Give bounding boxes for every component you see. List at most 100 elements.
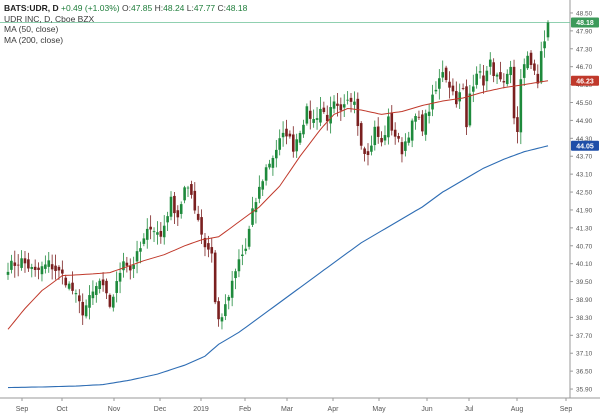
- candle-body: [217, 301, 220, 320]
- legend-open-label: O:: [121, 3, 131, 13]
- candle-body: [196, 213, 200, 220]
- candle-body: [37, 267, 40, 270]
- time-tick-label: Sep: [16, 406, 29, 413]
- price-tick-label: 42.50: [576, 190, 593, 197]
- time-tick-label: May: [372, 406, 386, 413]
- candle-body: [404, 141, 407, 151]
- candle-body: [438, 78, 441, 89]
- candle-body: [166, 216, 169, 223]
- candle-body: [342, 104, 346, 108]
- candle-body: [230, 280, 234, 298]
- candle-body: [105, 280, 108, 294]
- candle-body: [383, 135, 387, 141]
- candle-body: [162, 225, 166, 238]
- candle-body: [16, 264, 20, 266]
- candle-body: [356, 98, 360, 127]
- candle-body: [135, 251, 139, 262]
- candle-body: [179, 204, 183, 214]
- candle-body: [271, 157, 275, 168]
- candle-body: [444, 67, 448, 81]
- candle-body: [509, 66, 512, 76]
- candle-body: [298, 132, 302, 143]
- candle-body: [261, 181, 265, 190]
- candle-body: [98, 280, 101, 290]
- candle-body: [268, 163, 271, 168]
- candle-body: [108, 294, 112, 307]
- candle-body: [169, 196, 173, 217]
- candle-body: [101, 279, 105, 286]
- price-tick-label: 46.70: [576, 64, 593, 71]
- candle-body: [203, 237, 207, 248]
- time-tick-label: Sep: [560, 406, 573, 413]
- candle-body: [285, 128, 288, 137]
- price-badge-label-ma200: 44.05: [576, 143, 594, 150]
- legend-open: 47.85: [130, 3, 153, 13]
- candle-body: [329, 107, 332, 124]
- candle-body: [156, 232, 159, 235]
- legend-symbol: BATS:UDR, D: [4, 3, 59, 13]
- candle-body: [78, 295, 81, 302]
- candle-body: [448, 81, 451, 88]
- candle-body: [421, 114, 424, 132]
- time-tick-label: 2019: [193, 406, 209, 413]
- price-tick-label: 43.70: [576, 154, 593, 161]
- candle-body: [254, 202, 258, 213]
- candle-body: [451, 85, 455, 92]
- price-tick-label: 43.10: [576, 172, 593, 179]
- candle-body: [33, 266, 37, 270]
- candle-body: [258, 186, 261, 199]
- candle-body: [533, 63, 536, 71]
- candle-body: [427, 111, 431, 116]
- candle-body: [186, 187, 190, 189]
- candle-body: [529, 52, 533, 65]
- candle-body: [95, 286, 98, 295]
- candle-body: [91, 291, 95, 299]
- candle-body: [336, 103, 339, 106]
- candle-body: [366, 151, 370, 156]
- price-tick-label: 37.70: [576, 333, 593, 340]
- candle-body: [288, 133, 292, 137]
- candle-body: [312, 119, 315, 123]
- time-tick-label: Apr: [328, 406, 340, 413]
- candle-body: [40, 266, 44, 275]
- candle-body: [190, 184, 193, 195]
- candle-body: [475, 73, 478, 85]
- legend-ma200: MA (200, close): [4, 34, 64, 45]
- time-tick-label: Feb: [239, 406, 251, 413]
- candle-body: [207, 243, 210, 250]
- price-tick-label: 40.70: [576, 243, 593, 250]
- candle-body: [315, 118, 319, 120]
- candle-body: [122, 261, 125, 271]
- candle-body: [410, 120, 414, 141]
- candle-body: [115, 281, 118, 293]
- price-tick-label: 37.10: [576, 351, 593, 358]
- candle-body: [145, 228, 149, 240]
- candle-body: [57, 266, 61, 271]
- candle-body: [118, 272, 122, 282]
- candle-body: [302, 124, 305, 135]
- time-tick-label: Jul: [465, 406, 474, 413]
- price-tick-label: 45.50: [576, 100, 593, 107]
- candle-body: [54, 265, 57, 271]
- candle-body: [159, 230, 163, 237]
- candle-body: [291, 134, 295, 152]
- candle-body: [339, 104, 343, 111]
- candle-body: [305, 106, 309, 124]
- candle-body: [359, 123, 363, 146]
- candle-body: [149, 226, 152, 230]
- legend-high: 48.24: [163, 3, 185, 13]
- price-tick-label: 38.30: [576, 315, 593, 322]
- candle-body: [244, 248, 248, 251]
- legend-ma50: MA (50, close): [4, 24, 59, 34]
- candle-body: [27, 259, 30, 269]
- candle-body: [278, 138, 281, 150]
- candle-body: [488, 59, 492, 67]
- candle-body: [346, 99, 349, 101]
- time-tick-label: Dec: [154, 406, 167, 413]
- candle-body: [227, 296, 231, 301]
- candle-body: [241, 254, 244, 257]
- candle-body: [247, 228, 251, 247]
